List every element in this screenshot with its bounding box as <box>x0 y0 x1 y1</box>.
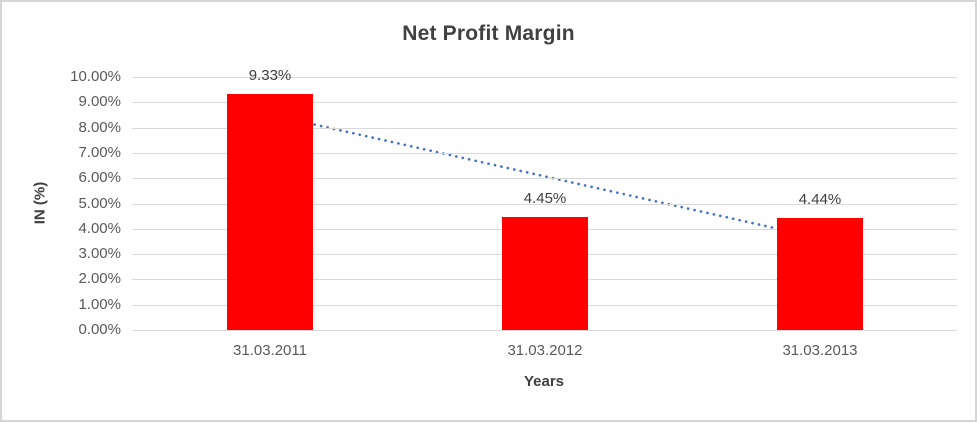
gridline <box>132 77 957 78</box>
bar-value-label: 4.45% <box>523 190 567 207</box>
bar-value-label: 9.33% <box>248 67 292 84</box>
y-tick-label: 8.00% <box>78 119 121 136</box>
bar <box>502 217 588 330</box>
chart-title: Net Profit Margin <box>402 22 575 45</box>
gridline <box>132 153 957 154</box>
gridline <box>132 128 957 129</box>
y-tick-label: 3.00% <box>78 245 121 262</box>
y-tick-label: 2.00% <box>78 270 121 287</box>
y-tick-label: 0.00% <box>78 321 121 338</box>
x-tick-label: 31.03.2012 <box>507 342 583 359</box>
bar <box>777 218 863 330</box>
x-tick-label: 31.03.2011 <box>233 342 307 359</box>
y-tick-label: 9.00% <box>78 93 121 110</box>
y-tick-label: 4.00% <box>78 220 121 237</box>
gridline <box>132 178 957 179</box>
y-tick-label: 7.00% <box>78 144 121 161</box>
bar-value-label: 4.44% <box>798 191 842 208</box>
y-tick-label: 10.00% <box>70 68 121 85</box>
gridline <box>132 330 957 331</box>
x-axis-title: Years <box>523 373 565 390</box>
gridline <box>132 204 957 205</box>
bar <box>227 94 313 330</box>
y-tick-label: 6.00% <box>78 169 121 186</box>
y-tick-label: 1.00% <box>78 296 121 313</box>
y-tick-label: 5.00% <box>78 195 121 212</box>
gridline <box>132 102 957 103</box>
x-tick-label: 31.03.2013 <box>782 342 858 359</box>
